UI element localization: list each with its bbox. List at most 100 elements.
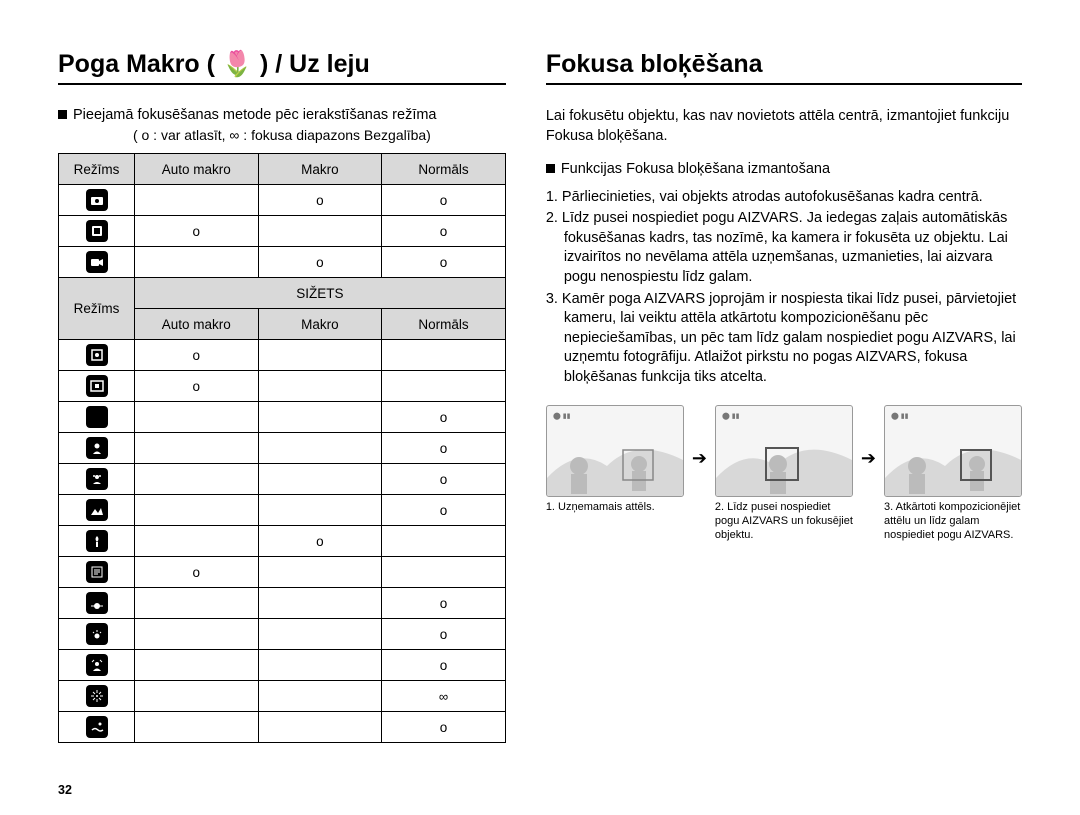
cell-macro [258,464,382,495]
cell-normal: o [382,402,506,433]
table-legend: ( o : var atlasīt, ∞ : fokusa diapazons … [58,127,506,143]
cell-macro: o [258,247,382,278]
bullet-icon [58,110,67,119]
table-row: o [59,340,506,371]
cell-auto [135,681,259,712]
cell-auto [135,526,259,557]
table-row: ∞ [59,681,506,712]
cell-macro [258,588,382,619]
cell-mode [59,216,135,247]
cell-normal: o [382,185,506,216]
mode-icon [86,189,108,211]
th-normal: Normāls [382,154,506,185]
cell-mode [59,402,135,433]
right-title: Fokusa bloķēšana [546,50,1022,85]
table-row: o [59,557,506,588]
cell-macro [258,402,382,433]
cell-mode [59,650,135,681]
cell-auto: o [135,371,259,402]
step-item: 1. Pārliecinieties, vai objekts atrodas … [546,188,1022,208]
cell-mode [59,712,135,743]
cell-auto [135,433,259,464]
cell-macro [258,340,382,371]
cell-mode [59,681,135,712]
scene-header-row: Režīms SIŽETS [59,278,506,309]
mode-icon [86,716,108,738]
mode-icon [86,623,108,645]
cell-normal: o [382,216,506,247]
cell-normal: o [382,495,506,526]
cell-normal [382,371,506,402]
mode-icon [86,406,108,428]
table-row: oo [59,247,506,278]
mode-icon [86,468,108,490]
cell-normal [382,526,506,557]
cell-macro: o [258,526,382,557]
bullet-icon [546,164,555,173]
mode-icon [86,220,108,242]
cell-auto [135,495,259,526]
cell-mode [59,247,135,278]
table-row: o [59,402,506,433]
cell-macro [258,650,382,681]
cell-mode [59,185,135,216]
th-scene-auto: Auto makro [135,309,259,340]
left-intro: Pieejamā fokusēšanas metode pēc ierakstī… [58,107,506,123]
cell-normal: o [382,619,506,650]
cell-normal: o [382,712,506,743]
figure-caption-2: 2. Līdz pusei nospiediet pogu AIZVARS un… [715,501,853,542]
svg-text:⬤ ▮▮: ⬤ ▮▮ [722,412,740,420]
cell-macro [258,495,382,526]
cell-auto [135,247,259,278]
cell-macro [258,619,382,650]
table-row: oo [59,216,506,247]
table-row: o [59,526,506,557]
svg-text:⬤ ▮▮: ⬤ ▮▮ [553,412,571,420]
figure-caption-3: 3. Atkārtoti kompozicionējiet attēlu un … [884,501,1022,542]
table-row: o [59,712,506,743]
mode-icon [86,251,108,273]
mode-icon [86,530,108,552]
figures-row: ⬤ ▮▮ 1. Uzņemamais attēls. ➔ ⬤ ▮▮ 2. Līd… [546,405,1022,542]
cell-auto [135,650,259,681]
mode-icon [86,499,108,521]
svg-text:⬤ ▮▮: ⬤ ▮▮ [891,412,909,420]
cell-auto [135,185,259,216]
cell-mode [59,371,135,402]
cell-auto: o [135,340,259,371]
focus-table: Režīms Auto makro Makro Normāls oooooo R… [58,153,506,743]
table-row: o [59,619,506,650]
cell-auto [135,464,259,495]
cell-macro [258,557,382,588]
table-row: oo [59,185,506,216]
steps-list: 1. Pārliecinieties, vai objekts atrodas … [546,188,1022,388]
cell-mode [59,340,135,371]
table-row: o [59,495,506,526]
mode-icon [86,375,108,397]
mode-icon [86,592,108,614]
cell-normal: o [382,650,506,681]
right-column: Fokusa bloķēšana Lai fokusētu objektu, k… [546,50,1022,795]
figure-3: ⬤ ▮▮ 3. Atkārtoti kompozicionējiet attēl… [884,405,1022,542]
figure-caption-1: 1. Uzņemamais attēls. [546,501,684,515]
cell-auto: o [135,216,259,247]
th-scene: SIŽETS [135,278,506,309]
step-item: 3. Kamēr poga AIZVARS joprojām ir nospie… [546,290,1022,388]
cell-mode [59,495,135,526]
table-row: o [59,464,506,495]
cell-normal: o [382,247,506,278]
right-lead: Funkcijas Fokusa bloķēšana izmantošana [546,160,1022,180]
cell-macro [258,433,382,464]
cell-mode [59,464,135,495]
figure-1: ⬤ ▮▮ 1. Uzņemamais attēls. [546,405,684,515]
arrow-icon: ➔ [692,448,707,469]
table-row: o [59,433,506,464]
cell-macro [258,216,382,247]
cell-normal: o [382,588,506,619]
th-scene-normal: Normāls [382,309,506,340]
cell-macro [258,712,382,743]
cell-normal [382,557,506,588]
cell-mode [59,526,135,557]
cell-normal [382,340,506,371]
cell-macro: o [258,185,382,216]
